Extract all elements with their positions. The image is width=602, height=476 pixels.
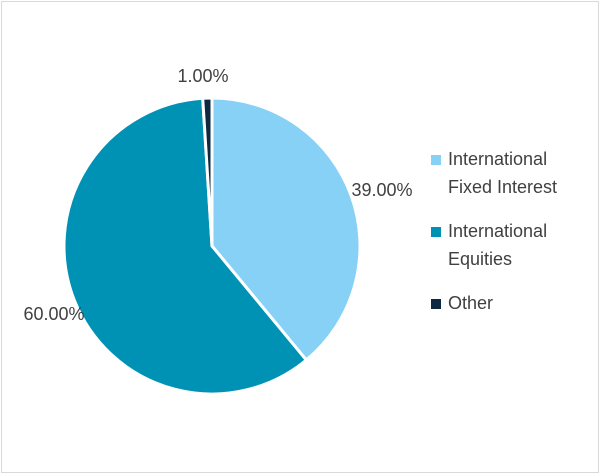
- legend-item-international-fixed-interest: International Fixed Interest: [431, 149, 557, 197]
- legend-label: International: [448, 149, 547, 169]
- data-label-other: 1.00%: [177, 66, 228, 86]
- legend-swatch: [431, 155, 441, 165]
- data-labels: 39.00% 60.00% 1.00%: [23, 66, 412, 324]
- pie-slice-international-fixed-interest: [210, 96, 362, 362]
- legend-label: Fixed Interest: [448, 177, 557, 197]
- legend-label: Other: [448, 293, 493, 313]
- pie-slice-international-equities: [62, 96, 308, 396]
- legend-item-international-equities: International Equities: [431, 221, 547, 269]
- legend-label: International: [448, 221, 547, 241]
- legend-item-other: Other: [431, 293, 493, 313]
- data-label-international-equities: 60.00%: [23, 304, 84, 324]
- pie-slices: [62, 96, 362, 396]
- data-label-international-fixed-interest: 39.00%: [351, 180, 412, 200]
- pie-slice-other: [201, 96, 214, 248]
- legend-label: Equities: [448, 249, 512, 269]
- legend-swatch: [431, 299, 441, 309]
- legend-swatch: [431, 227, 441, 237]
